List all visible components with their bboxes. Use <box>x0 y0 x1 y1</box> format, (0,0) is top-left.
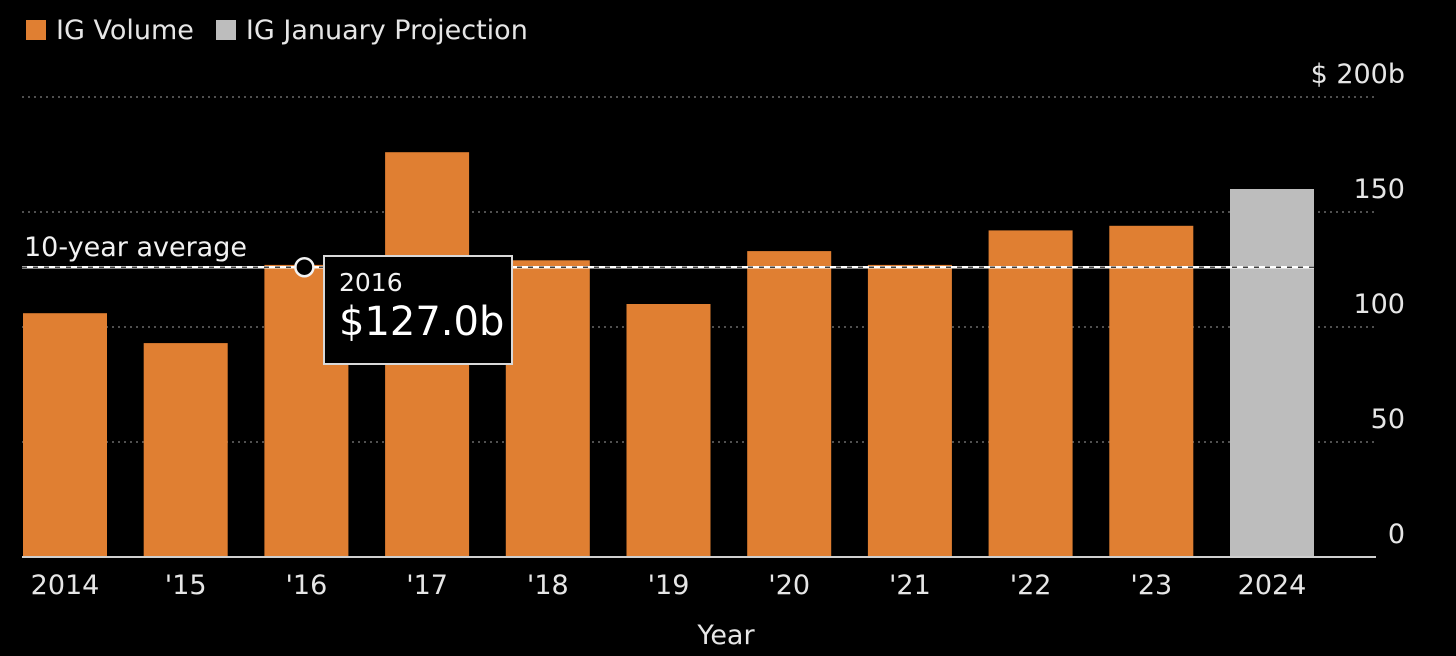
legend-item-ig-volume[interactable]: IG Volume <box>26 15 194 46</box>
y-tick-labels: 0 50 100 150 $ 200b <box>1311 59 1405 550</box>
y-tick-label-150: 150 <box>1353 174 1405 205</box>
legend-swatch-ig-projection <box>215 20 236 40</box>
bar-ig-volume-7 <box>867 264 952 557</box>
legend-label-ig-volume: IG Volume <box>56 14 194 46</box>
x-tick-labels: 2014 '15 '16 '17 '18 '19 '20 '21 '22 '23 2024 <box>31 570 1307 601</box>
legend-item-ig-projection[interactable]: IG January Projection <box>215 14 528 46</box>
x-tick-label-9: '23 <box>1130 570 1172 601</box>
bar-ig-volume-9 <box>1109 225 1194 558</box>
bar-ig-volume-6 <box>747 251 832 557</box>
x-tick-label-2: '16 <box>286 570 328 601</box>
x-tick-label-8: '22 <box>1010 570 1052 601</box>
legend: IG Volume IG January Projection <box>26 12 528 48</box>
x-tick-label-6: '20 <box>768 570 810 601</box>
y-tick-label-200: $ 200b <box>1311 59 1405 90</box>
tooltip-value: $127.0b <box>339 299 505 345</box>
legend-label-ig-projection: IG January Projection <box>245 14 528 46</box>
y-tick-label-100: 100 <box>1353 289 1405 320</box>
x-tick-label-10: 2024 <box>1238 570 1307 601</box>
x-tick-label-5: '19 <box>648 570 690 601</box>
x-tick-label-7: '21 <box>889 570 931 601</box>
x-tick-label-3: '17 <box>406 570 448 601</box>
tooltip: 2016 $127.0b <box>323 255 513 365</box>
bars <box>23 152 1314 558</box>
tooltip-year: 2016 <box>339 268 403 297</box>
y-tick-label-50: 50 <box>1371 404 1405 435</box>
average-line-label: 10-year average <box>24 232 247 263</box>
legend-swatch-ig-volume <box>26 20 46 40</box>
bar-ig-volume-4 <box>505 260 590 557</box>
x-axis-label: Year <box>696 620 755 651</box>
bar-ig-volume-0 <box>23 313 107 557</box>
bar-ig-projection-10 <box>1230 189 1314 557</box>
tooltip-marker[interactable] <box>294 256 315 278</box>
x-tick-label-1: '15 <box>165 570 207 601</box>
x-tick-label-4: '18 <box>527 570 569 601</box>
bar-ig-volume-1 <box>143 343 228 557</box>
x-tick-label-0: 2014 <box>31 570 100 601</box>
bar-ig-volume-8 <box>988 230 1073 557</box>
y-tick-label-0: 0 <box>1388 519 1405 550</box>
bar-ig-volume-5 <box>626 304 711 557</box>
